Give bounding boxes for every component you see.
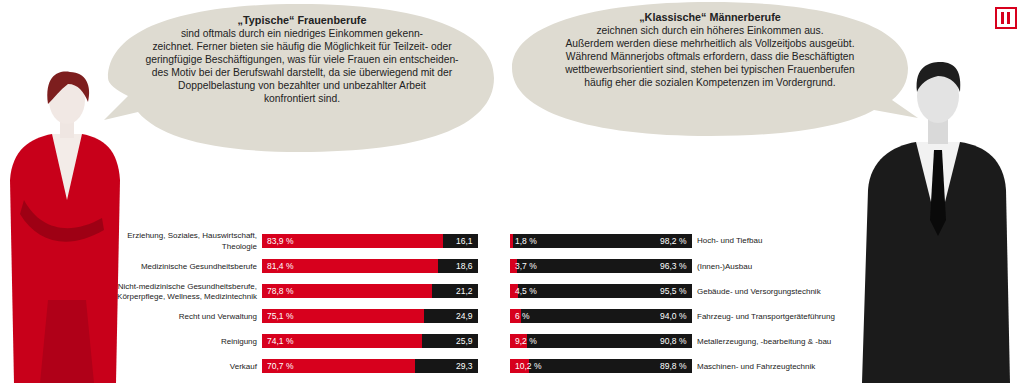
svg-text:89,8 %: 89,8 % [660, 361, 687, 371]
svg-text:24,9: 24,9 [456, 311, 473, 321]
svg-text:3,7 %: 3,7 % [515, 261, 537, 271]
svg-text:1,8 %: 1,8 % [515, 236, 537, 246]
svg-text:75,1 %: 75,1 % [267, 311, 294, 321]
svg-text:21,2: 21,2 [456, 286, 473, 296]
svg-text:Verkauf: Verkauf [230, 362, 258, 371]
svg-text:9,2 %: 9,2 % [515, 336, 537, 346]
svg-text:25,9: 25,9 [456, 336, 473, 346]
html-text:„Klassische“ Männerberufe: „Klassische“ Männerberufe [639, 11, 781, 23]
svg-text:83,9 %: 83,9 % [267, 236, 294, 246]
svg-text:98,2 %: 98,2 % [660, 236, 687, 246]
svg-text:78,8 %: 78,8 % [267, 286, 294, 296]
svg-text:Metallerzeugung, -bearbeitung: Metallerzeugung, -bearbeitung & -bau [697, 337, 831, 346]
svg-text:81,4 %: 81,4 % [267, 261, 294, 271]
svg-text:90,8 %: 90,8 % [660, 336, 687, 346]
svg-text:10,2 %: 10,2 % [515, 361, 542, 371]
svg-text:(Innen-)Ausbau: (Innen-)Ausbau [697, 262, 752, 271]
svg-text:Nicht-medizinische Gesundheits: Nicht-medizinische Gesundheitsberufe,Kör… [117, 282, 258, 301]
svg-text:70,7 %: 70,7 % [267, 361, 294, 371]
svg-text:Reinigung: Reinigung [221, 337, 257, 346]
svg-text:96,3 %: 96,3 % [660, 261, 687, 271]
svg-text:6 %: 6 % [515, 311, 530, 321]
html-text:zeichnen sich durch ein höhere: zeichnen sich durch ein höheres Einkomme… [565, 25, 855, 88]
svg-text:Maschinen- und Fahrzeugtechnik: Maschinen- und Fahrzeugtechnik [697, 362, 816, 371]
svg-text:Gebäude- und Versorgungstechni: Gebäude- und Versorgungstechnik [697, 287, 822, 296]
svg-text:Recht und Verwaltung: Recht und Verwaltung [179, 312, 257, 321]
svg-text:18,6: 18,6 [456, 261, 473, 271]
svg-text:95,5 %: 95,5 % [660, 286, 687, 296]
html-text:sind oftmals durch ein niedrig: sind oftmals durch ein niedriges Einkomm… [145, 28, 459, 104]
svg-text:Medizinische Gesundheitsberufe: Medizinische Gesundheitsberufe [141, 262, 258, 271]
svg-text:Fahrzeug- und Transportgerätef: Fahrzeug- und Transportgeräteführung [697, 312, 835, 321]
html-text:„Typische“ Frauenberufe: „Typische“ Frauenberufe [237, 14, 367, 26]
svg-text:74,1 %: 74,1 % [267, 336, 294, 346]
svg-text:29,3: 29,3 [456, 361, 473, 371]
svg-text:Erziehung, Soziales, Hauswirts: Erziehung, Soziales, Hauswirtschaft,Theo… [127, 231, 257, 250]
svg-text:94,0 %: 94,0 % [660, 311, 687, 321]
svg-text:16,1: 16,1 [456, 236, 473, 246]
svg-text:4,5 %: 4,5 % [515, 286, 537, 296]
svg-text:Hoch- und Tiefbau: Hoch- und Tiefbau [697, 236, 762, 245]
